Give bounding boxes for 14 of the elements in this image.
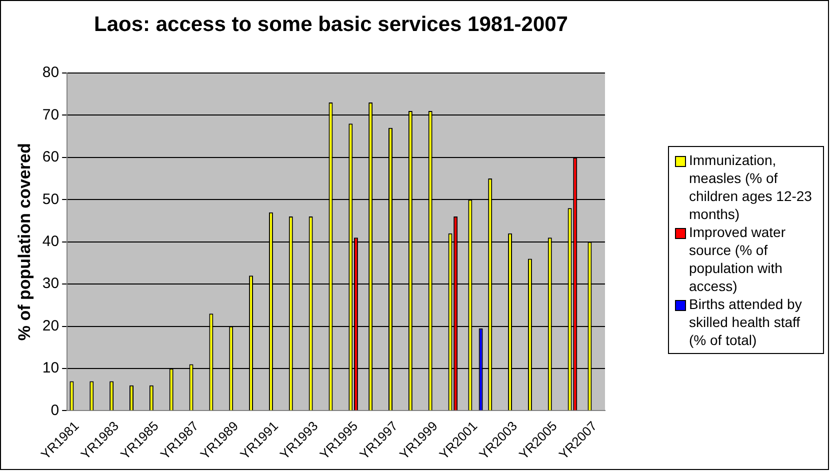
legend-label: Immunization, measles (% of children ages 12-23 months) [688,151,813,223]
y-tick-label: 10 [42,360,60,377]
y-tick-label: 30 [42,275,60,292]
y-tick-label: 60 [42,148,60,166]
y-tick-label: 0 [50,402,60,419]
chart-title: Laos: access to some basic services 1981-2007 [93,13,569,37]
y-tick-label: 20 [42,317,60,334]
y-tick-label: 70 [42,106,60,124]
y-tick-label: 50 [42,190,60,208]
y-axis-title: % of population covered [14,143,34,341]
legend-label: Improved water source (% of population with access) [688,223,786,295]
y-tick-label: 80 [42,64,60,82]
y-tick-label: 40 [42,233,60,250]
legend-label: Births attended by skilled health staff (% of total) [688,295,803,349]
